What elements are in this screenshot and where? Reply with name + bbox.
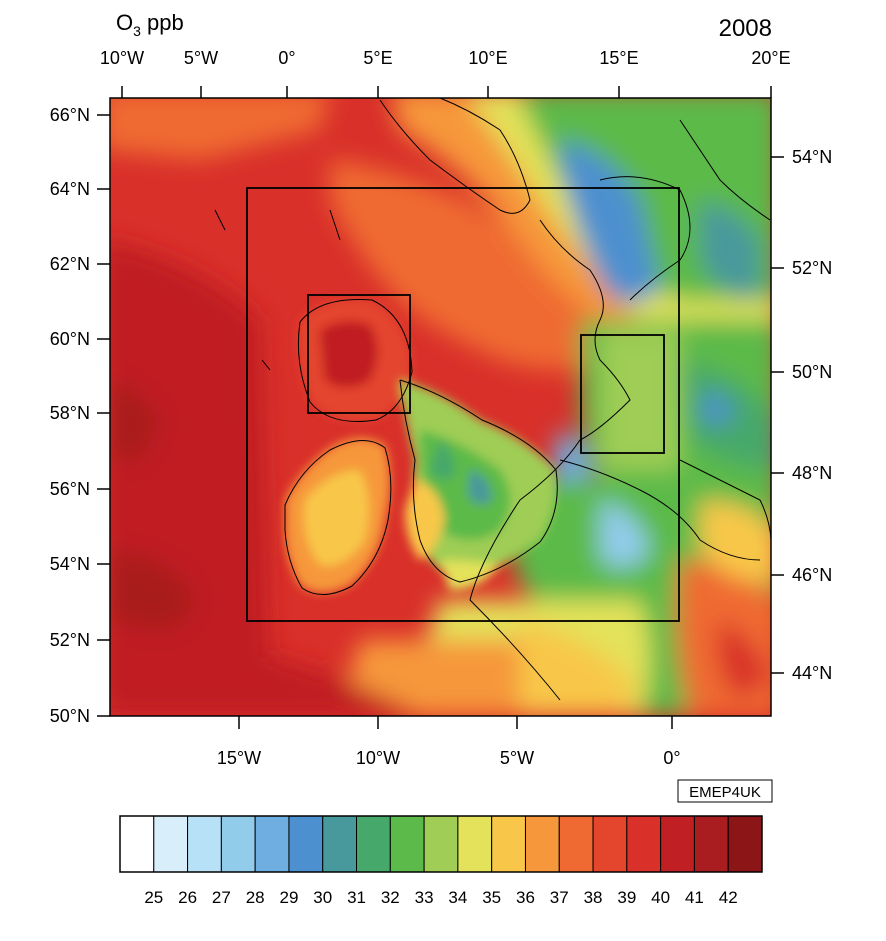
coastline: [214, 97, 772, 701]
colorbar-label: 35: [482, 888, 501, 907]
left-axis-ticks: [97, 114, 110, 717]
colorbar-label: 27: [212, 888, 231, 907]
bottom-axis-ticks: [238, 716, 673, 729]
colorbar-swatch: [660, 815, 695, 873]
left-axis-labels: 66°N 64°N 62°N 60°N 58°N 56°N 54°N 52°N …: [50, 105, 90, 726]
colorbar-label: 40: [651, 888, 670, 907]
colorbar-swatch: [153, 815, 189, 873]
colorbar-label: 41: [685, 888, 704, 907]
right-tick-label: 52°N: [792, 258, 832, 278]
right-tick-label: 54°N: [792, 147, 832, 167]
year-label: 2008: [719, 15, 772, 42]
colorbar-swatch: [288, 815, 324, 873]
colorbar-labels: 25 26 27 28 29 30 31 32 33 34 35 36 37 38 39 40 41 42: [144, 888, 737, 907]
colorbar-swatch: [389, 815, 425, 873]
colorbar-swatch: [727, 815, 763, 873]
bottom-tick-label: 5°W: [500, 748, 534, 768]
colorbar-swatch: [592, 815, 628, 873]
colorbar: [119, 815, 763, 873]
colorbar-swatch: [457, 815, 493, 873]
colorbar-label: 31: [347, 888, 366, 907]
london-domain-box: [580, 334, 665, 454]
colorbar-label: 37: [550, 888, 569, 907]
right-axis-labels: 54°N 52°N 50°N 48°N 46°N 44°N: [792, 147, 832, 683]
colorbar-frame: [119, 815, 763, 873]
colorbar-swatch: [187, 815, 222, 873]
colorbar-label: 34: [448, 888, 467, 907]
left-tick-label: 58°N: [50, 403, 90, 423]
colorbar-label: 25: [144, 888, 163, 907]
right-tick-label: 44°N: [792, 663, 832, 683]
colorbar-label: 30: [313, 888, 332, 907]
colorbar-swatch: [119, 815, 155, 873]
colorbar-label: 42: [719, 888, 738, 907]
colorbar-label: 32: [381, 888, 400, 907]
top-tick-label: 5°E: [363, 48, 392, 68]
bottom-tick-label: 10°W: [356, 748, 400, 768]
colorbar-label: 26: [178, 888, 197, 907]
top-tick-label: 15°E: [599, 48, 638, 68]
credit-label: EMEP4UK: [689, 784, 761, 801]
colorbar-swatch: [558, 815, 594, 873]
scotland-domain-box: [307, 294, 411, 414]
left-tick-label: 52°N: [50, 630, 90, 650]
left-tick-label: 54°N: [50, 554, 90, 574]
colorbar-swatch: [322, 815, 358, 873]
left-tick-label: 50°N: [50, 706, 90, 726]
ozone-field: [110, 98, 771, 716]
right-tick-label: 48°N: [792, 463, 832, 483]
top-tick-label: 5°W: [184, 48, 218, 68]
chart-title: O3 ppb: [116, 10, 184, 39]
colorbar-label: 29: [279, 888, 298, 907]
top-tick-label: 10°E: [468, 48, 507, 68]
colorbar-label: 36: [516, 888, 535, 907]
top-tick-label: 0°: [278, 48, 295, 68]
top-axis-ticks: [121, 86, 772, 98]
colorbar-label: 28: [246, 888, 265, 907]
colorbar-swatch: [254, 815, 290, 873]
top-tick-label: 10°W: [100, 48, 144, 68]
colorbar-label: 33: [415, 888, 434, 907]
bottom-tick-label: 15°W: [217, 748, 261, 768]
right-axis-ticks: [771, 156, 784, 674]
credit-box: [677, 779, 773, 803]
colorbar-label: 38: [584, 888, 603, 907]
left-tick-label: 62°N: [50, 254, 90, 274]
left-tick-label: 60°N: [50, 329, 90, 349]
outer-domain-box: [246, 187, 680, 622]
right-tick-label: 46°N: [792, 565, 832, 585]
colorbar-swatch: [524, 815, 560, 873]
right-tick-label: 50°N: [792, 362, 832, 382]
left-tick-label: 66°N: [50, 105, 90, 125]
colorbar-label: 39: [617, 888, 636, 907]
colorbar-swatch: [423, 815, 459, 873]
top-axis-labels: 10°W 5°W 0° 5°E 10°E 15°E 20°E: [100, 48, 791, 68]
colorbar-swatch: [626, 815, 662, 873]
left-tick-label: 64°N: [50, 179, 90, 199]
map-frame: [109, 97, 772, 717]
bottom-tick-label: 0°: [663, 748, 680, 768]
colorbar-swatch: [491, 815, 526, 873]
colorbar-swatch: [356, 815, 391, 873]
bottom-axis-labels: 15°W 10°W 5°W 0°: [217, 748, 681, 768]
colorbar-swatch: [220, 815, 256, 873]
left-tick-label: 56°N: [50, 479, 90, 499]
top-tick-label: 20°E: [751, 48, 790, 68]
colorbar-swatch: [693, 815, 729, 873]
